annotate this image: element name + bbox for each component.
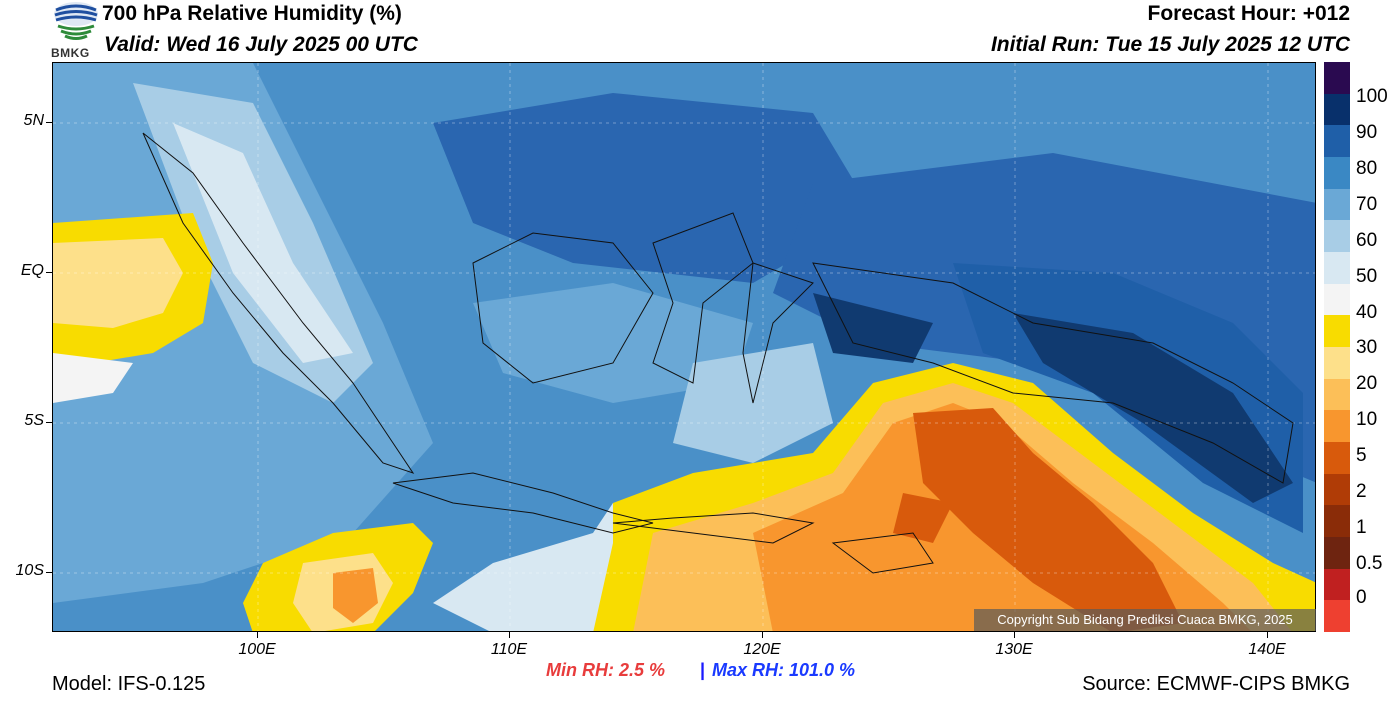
copyright-notice: Copyright Sub Bidang Prediksi Cuaca BMKG… — [974, 609, 1316, 631]
colorbar-segment — [1324, 62, 1350, 95]
forecast-hour: Forecast Hour: +012 — [1147, 2, 1351, 25]
colorbar-label: 90 — [1356, 122, 1378, 143]
colorbar-segment — [1324, 315, 1350, 348]
min-rh: Min RH: 2.5 % — [546, 660, 666, 680]
rh-separator: | — [700, 660, 706, 680]
colorbar-label: 40 — [1356, 302, 1378, 323]
colorbar-label: 70 — [1356, 194, 1378, 215]
colorbar-label: 0.5 — [1356, 553, 1383, 574]
colorbar-label: 20 — [1356, 373, 1378, 394]
lat-label-10s: 10S — [15, 562, 44, 579]
lat-label-5s: 5S — [24, 412, 44, 429]
lon-tick — [257, 632, 258, 638]
map-title: 700 hPa Relative Humidity (%) — [102, 2, 402, 25]
lon-label-140e: 140E — [1248, 641, 1286, 658]
lon-tick — [509, 632, 510, 638]
lon-tick — [1014, 632, 1015, 638]
humidity-field — [53, 63, 1315, 631]
humidity-map — [52, 62, 1316, 632]
lon-label-120e: 120E — [743, 641, 781, 658]
colorbar-segment — [1324, 283, 1350, 316]
logo-text: BMKG — [51, 46, 90, 60]
colorbar-segment — [1324, 220, 1350, 253]
colorbar-label: 100 — [1356, 86, 1388, 107]
colorbar-label: 5 — [1356, 445, 1367, 466]
colorbar-segment — [1324, 473, 1350, 506]
lat-label-5n: 5N — [23, 112, 44, 129]
initial-run: Initial Run: Tue 15 July 2025 12 UTC — [990, 33, 1350, 56]
colorbar-label: 0 — [1356, 587, 1367, 608]
lon-label-110e: 110E — [490, 641, 528, 658]
lat-tick — [46, 272, 52, 273]
colorbar-segment — [1324, 568, 1350, 601]
colorbar-segment — [1324, 157, 1350, 190]
colorbar-segment — [1324, 537, 1350, 570]
colorbar-segment — [1324, 347, 1350, 380]
colorbar-label: 60 — [1356, 230, 1378, 251]
lat-tick — [46, 572, 52, 573]
colorbar-segment — [1324, 125, 1350, 158]
colorbar-segment — [1324, 378, 1350, 411]
colorbar-label: 50 — [1356, 266, 1378, 287]
colorbar-segment — [1324, 93, 1350, 126]
colorbar-segment — [1324, 600, 1350, 633]
colorbar-label: 30 — [1356, 337, 1378, 358]
colorbar-segment — [1324, 252, 1350, 285]
max-rh: Max RH: 101.0 % — [712, 660, 856, 680]
lat-tick — [46, 422, 52, 423]
colorbar-segment — [1324, 442, 1350, 475]
source-label: Source: ECMWF-CIPS BMKG — [1082, 673, 1350, 695]
colorbar-label: 2 — [1356, 481, 1367, 502]
lat-tick — [46, 122, 52, 123]
lon-tick — [1267, 632, 1268, 638]
lon-label-100e: 100E — [238, 641, 276, 658]
lon-label-130e: 130E — [995, 641, 1033, 658]
colorbar-segment — [1324, 505, 1350, 538]
lat-label-eq: EQ — [20, 262, 44, 279]
model-label: Model: IFS-0.125 — [52, 673, 206, 695]
colorbar-segment — [1324, 188, 1350, 221]
bmkg-logo — [52, 0, 100, 60]
colorbar-label: 80 — [1356, 158, 1378, 179]
valid-time: Valid: Wed 16 July 2025 00 UTC — [104, 33, 418, 56]
colorbar-segment — [1324, 410, 1350, 443]
colorbar-label: 1 — [1356, 517, 1367, 538]
lon-tick — [762, 632, 763, 638]
colorbar-label: 10 — [1356, 409, 1378, 430]
colorbar — [1324, 62, 1350, 633]
